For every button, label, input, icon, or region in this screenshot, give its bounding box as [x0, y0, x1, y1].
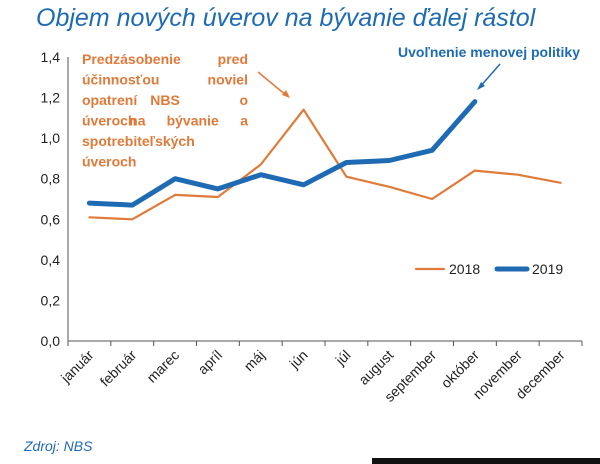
annotation-orange-arrowhead — [282, 90, 290, 98]
y-tick-label: 1,4 — [41, 49, 61, 65]
annotation-word: pred — [218, 51, 248, 67]
annotation-word: noviel — [208, 72, 248, 88]
annotation-monetary-policy: Uvoľnenie menovej politiky — [398, 44, 580, 60]
x-tick-label: apríl — [194, 347, 225, 378]
y-tick-label: 0,2 — [41, 292, 61, 308]
annotation-word: úveroch — [82, 113, 136, 129]
x-tick-label: júl — [332, 347, 354, 369]
y-tick-label: 0,0 — [41, 333, 61, 349]
y-tick-label: 1,0 — [41, 130, 61, 146]
annotation-word: na — [129, 113, 146, 129]
annotation-word: účinnosťou — [82, 72, 159, 88]
annotation-word: o — [239, 92, 248, 108]
series-line-2018 — [88, 108, 562, 221]
annotation-nbs-measures: Predzásobenie pred účinnosťou noviel opatren… — [82, 51, 248, 170]
y-tick-label: 0,6 — [41, 211, 61, 227]
annotation-orange-arrow — [257, 71, 288, 97]
legend: 2018 2019 — [414, 261, 563, 277]
annotations: Uvoľnenie menovej politiky Predzásobenie… — [82, 44, 580, 170]
x-tick-label: január — [57, 347, 97, 387]
annotation-word: bývanie — [167, 113, 219, 129]
series-line-2019 — [86, 99, 478, 208]
chart-title: Objem nových úverov na bývanie ďalej rás… — [36, 4, 536, 32]
y-tick-label: 0,8 — [41, 171, 61, 187]
bottom-edge-bar — [372, 458, 600, 464]
legend-label-2018: 2018 — [449, 261, 480, 277]
annotation-word: spotrebiteľských — [82, 133, 195, 149]
annotation-word: a — [240, 113, 248, 129]
annotation-word: Predzásobenie — [82, 51, 181, 67]
y-tick-label: 0,4 — [41, 252, 61, 268]
x-tick-labels: január február marec apríl máj jún júl augustse… — [57, 341, 583, 405]
series-lines — [86, 99, 562, 221]
annotation-blue-arrowhead — [477, 82, 485, 90]
x-tick-label: august — [355, 347, 396, 388]
x-tick-label: marec — [143, 347, 182, 386]
source-note: Zdroj: NBS — [24, 438, 93, 454]
x-tick-label: máj — [241, 347, 268, 374]
annotation-word: NBS — [150, 92, 180, 108]
legend-label-2019: 2019 — [532, 261, 563, 277]
annotation-word: opatrení — [82, 92, 138, 108]
annotation-word: úveroch — [82, 154, 136, 170]
x-tick-label: jún — [285, 347, 310, 372]
x-tick-label: február — [97, 347, 140, 390]
y-tick-labels: 0,0 0,2 0,4 0,6 0,8 1,0 1,2 1,4 — [41, 49, 61, 349]
y-tick-label: 1,2 — [41, 90, 61, 106]
